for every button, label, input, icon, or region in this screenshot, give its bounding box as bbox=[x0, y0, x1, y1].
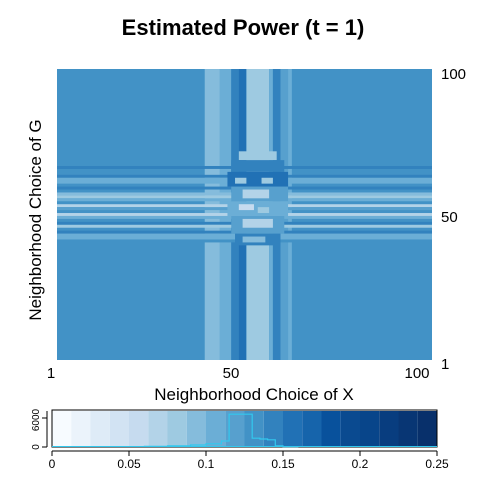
y-tick-label: 100 bbox=[441, 66, 466, 83]
legend-x-tick-label: 0 bbox=[49, 457, 56, 471]
legend-color-bin bbox=[71, 411, 90, 447]
x-axis-label: Neighborhood Choice of X bbox=[154, 385, 353, 404]
legend-x-tick-label: 0.15 bbox=[271, 457, 295, 471]
heatmap-cell bbox=[243, 219, 273, 228]
x-tick-label: 1 bbox=[47, 365, 55, 382]
legend-color-bin bbox=[129, 411, 148, 447]
heatmap-cell bbox=[231, 160, 284, 172]
legend-x-tick-label: 0.25 bbox=[425, 457, 449, 471]
legend-color-bin bbox=[283, 411, 302, 447]
legend-color-bin bbox=[302, 411, 321, 447]
legend-color-bin bbox=[418, 411, 437, 447]
legend-x-tick-label: 0.05 bbox=[117, 457, 141, 471]
legend-color-bin bbox=[187, 411, 206, 447]
legend-x-axis: 0 0.05 0.1 0.15 0.2 0.25 bbox=[49, 451, 449, 471]
chart-title: Estimated Power (t = 1) bbox=[122, 15, 365, 40]
y-tick-label: 1 bbox=[441, 356, 449, 373]
legend-color-bin bbox=[168, 411, 187, 447]
legend-color-bin bbox=[245, 411, 264, 447]
heatmap-cell bbox=[258, 207, 269, 213]
legend-y-tick-label: 6000 bbox=[31, 408, 42, 431]
heatmap-cell bbox=[239, 151, 277, 160]
legend-color-bin bbox=[91, 411, 110, 447]
legend-y-tick-label: 0 bbox=[31, 444, 42, 450]
x-tick-label: 100 bbox=[404, 365, 429, 382]
legend-color-bin bbox=[399, 411, 418, 447]
legend-colorbar bbox=[52, 411, 437, 447]
legend-color-bin bbox=[110, 411, 129, 447]
heatmap bbox=[57, 69, 432, 360]
legend-x-tick-label: 0.1 bbox=[198, 457, 215, 471]
heatmap-cell bbox=[235, 178, 246, 184]
heatmap-cell bbox=[262, 178, 273, 184]
color-legend: 0 6000 0 0.05 0.1 0.15 0.2 0.25 bbox=[31, 408, 449, 471]
legend-color-bin bbox=[322, 411, 341, 447]
legend-color-bin bbox=[148, 411, 167, 447]
x-axis: 1 50 100 Neighborhood Choice of X bbox=[47, 365, 430, 404]
heatmap-cell bbox=[243, 190, 270, 199]
legend-color-bin bbox=[264, 411, 283, 447]
legend-color-bin bbox=[52, 411, 71, 447]
y-axis-label: Neighborhood Choice of G bbox=[26, 119, 45, 320]
legend-color-bin bbox=[379, 411, 398, 447]
legend-y-axis: 0 6000 bbox=[31, 408, 47, 449]
legend-x-tick-label: 0.2 bbox=[352, 457, 369, 471]
legend-color-bin bbox=[360, 411, 379, 447]
x-tick-label: 50 bbox=[223, 365, 240, 382]
y-tick-label: 50 bbox=[441, 209, 458, 226]
heatmap-cell bbox=[243, 237, 266, 243]
legend-color-bin bbox=[341, 411, 360, 447]
heatmap-cell bbox=[239, 204, 254, 210]
